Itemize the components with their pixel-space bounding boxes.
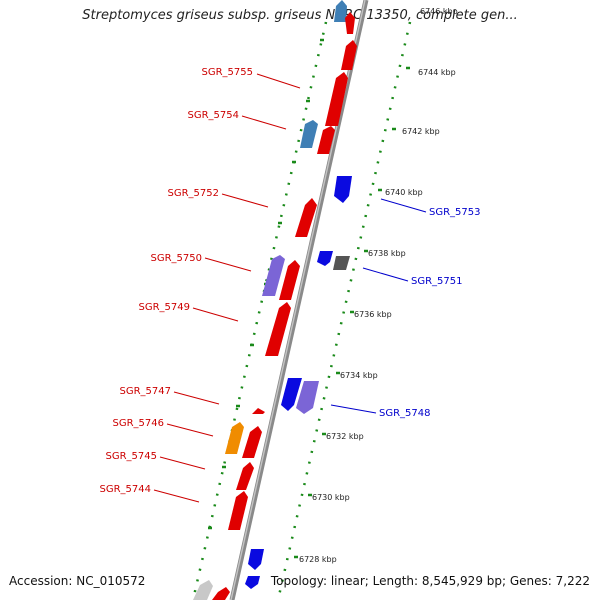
gene-arrow-reverse[interactable] xyxy=(317,251,333,266)
kbp-tick-label: 6746 kbp xyxy=(420,7,458,16)
gene-arrow-forward[interactable] xyxy=(265,302,291,356)
gene-arrow-forward[interactable] xyxy=(212,587,230,600)
gene-arrow-forward[interactable] xyxy=(236,462,254,490)
label-leader xyxy=(159,456,206,470)
gene-arrow-forward[interactable] xyxy=(252,408,265,414)
gene-label[interactable]: SGR_5754 xyxy=(188,110,240,121)
gene-arrow-reverse[interactable] xyxy=(296,381,319,414)
reverse-genes xyxy=(245,176,352,589)
gene-arrow-forward[interactable] xyxy=(345,12,355,34)
gene-arrow-forward[interactable] xyxy=(334,0,347,22)
gene-label[interactable]: SGR_5753 xyxy=(429,207,481,218)
label-leader xyxy=(380,198,427,213)
gene-label[interactable]: SGR_5749 xyxy=(139,302,191,313)
gene-arrow-reverse[interactable] xyxy=(333,256,350,270)
gene-arrow-forward[interactable] xyxy=(279,260,300,300)
label-leader xyxy=(173,391,220,405)
label-leader xyxy=(192,307,239,322)
gene-label[interactable]: SGR_5747 xyxy=(120,386,172,397)
gene-arrow-reverse[interactable] xyxy=(334,176,352,203)
gene-arrow-forward[interactable] xyxy=(341,40,357,70)
genome-backbone xyxy=(229,0,369,600)
gene-label[interactable]: SGR_5746 xyxy=(113,418,165,429)
label-leader xyxy=(362,267,409,282)
label-leader xyxy=(330,404,377,414)
kbp-tick-label: 6736 kbp xyxy=(354,310,392,319)
gene-arrow-forward[interactable] xyxy=(225,422,244,454)
gene-label[interactable]: SGR_5755 xyxy=(202,67,254,78)
left-dotted-track xyxy=(191,21,328,600)
gene-arrow-forward[interactable] xyxy=(228,491,248,530)
kbp-tick-label: 6740 kbp xyxy=(385,188,423,197)
kbp-tick-label: 6742 kbp xyxy=(402,127,440,136)
label-leader xyxy=(241,115,287,130)
kbp-tick-label: 6744 kbp xyxy=(418,68,456,77)
gene-arrow-reverse[interactable] xyxy=(245,576,260,589)
label-leader xyxy=(153,489,200,503)
gene-arrow-forward[interactable] xyxy=(325,72,348,126)
reverse-label-leaders xyxy=(330,198,427,414)
kbp-tick-label: 6730 kbp xyxy=(312,493,350,502)
topology-summary: Topology: linear; Length: 8,545,929 bp; … xyxy=(270,574,590,588)
label-leader xyxy=(256,73,301,89)
gene-arrow-forward[interactable] xyxy=(317,126,335,154)
gene-label[interactable]: SGR_5752 xyxy=(168,188,220,199)
label-leader xyxy=(166,423,214,437)
gene-arrow-forward[interactable] xyxy=(295,198,317,237)
gene-arrow-reverse[interactable] xyxy=(281,378,302,411)
gene-label[interactable]: SGR_5745 xyxy=(106,451,158,462)
gene-arrow-reverse[interactable] xyxy=(248,549,264,570)
forward-label-leaders xyxy=(153,73,301,503)
gene-label[interactable]: SGR_5744 xyxy=(100,484,152,495)
gene-arrow-forward[interactable] xyxy=(262,255,285,296)
gene-arrow-forward[interactable] xyxy=(300,120,318,148)
kbp-tick-label: 6732 kbp xyxy=(326,432,364,441)
gene-label[interactable]: SGR_5751 xyxy=(411,276,463,287)
label-leader xyxy=(204,257,252,272)
forward-genes xyxy=(193,0,357,600)
label-leader xyxy=(221,193,269,208)
right-major-ticks xyxy=(294,66,410,559)
kbp-tick-label: 6728 kbp xyxy=(299,555,337,564)
gene-arrow-forward[interactable] xyxy=(242,426,262,458)
kbp-tick-label: 6734 kbp xyxy=(340,371,378,380)
accession-label: Accession: NC_010572 xyxy=(9,574,146,588)
gene-arrow-forward[interactable] xyxy=(193,580,213,600)
kbp-tick-label: 6738 kbp xyxy=(368,249,406,258)
gene-label[interactable]: SGR_5748 xyxy=(379,408,431,419)
gene-label[interactable]: SGR_5750 xyxy=(151,253,203,264)
genome-title: Streptomyces griseus subsp. griseus NBRC… xyxy=(82,8,518,23)
